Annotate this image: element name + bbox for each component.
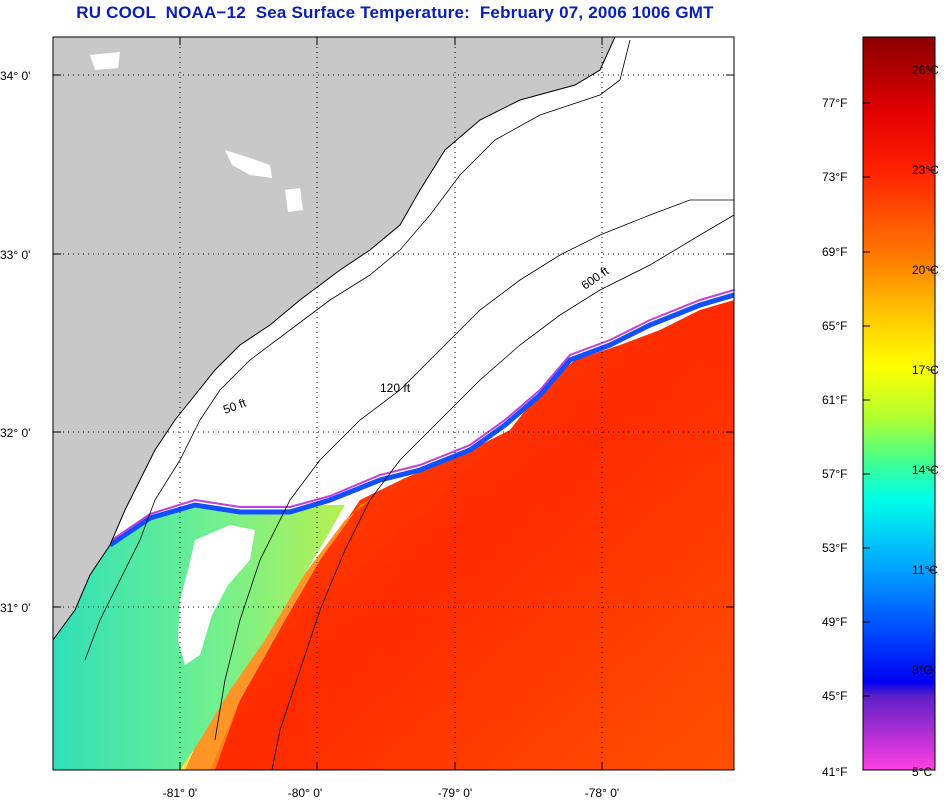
- map-title: RU COOL NOAA−12 Sea Surface Temperature:…: [76, 3, 714, 22]
- colorbar-c-label: 23°C: [912, 163, 939, 177]
- colorbar-ticks: [863, 69, 935, 697]
- longitude-label: -80° 0': [288, 786, 322, 800]
- latitude-label: 32° 0': [0, 426, 30, 440]
- colorbar-c-label: 11°C: [912, 563, 938, 577]
- colorbar-c-label: 17°C: [912, 363, 939, 377]
- colorbar-f-label: 61°F: [822, 393, 847, 407]
- land-cloud-patch: [90, 52, 120, 70]
- colorbar-gradient: [862, 36, 936, 771]
- purple-fringe: [111, 289, 734, 541]
- longitude-label: -78° 0': [585, 786, 619, 800]
- cold-fringe: [108, 292, 734, 548]
- colorbar-f-label: 77°F: [822, 96, 847, 110]
- frame-ticks: [53, 37, 734, 770]
- colorbar-c-label: 26°C: [912, 63, 939, 77]
- map-panel: 50 ft 120 ft 600 ft: [53, 37, 734, 770]
- cloud-patch: [178, 525, 255, 665]
- grid-lines: [53, 37, 734, 770]
- longitude-label: -81° 0': [163, 786, 197, 800]
- transition-water: [185, 500, 370, 770]
- colorbar-c-label: 8°C: [912, 663, 932, 677]
- colorbar-c-label: 14°C: [912, 463, 939, 477]
- colorbar: 77°F 73°F 69°F 65°F 61°F 57°F 53°F 49°F …: [822, 36, 939, 779]
- colorbar-c-label: 20°C: [912, 263, 939, 277]
- colorbar-f-label: 65°F: [822, 319, 847, 333]
- contour-50ft: [84, 39, 631, 661]
- land-cloud-patch: [225, 150, 272, 178]
- colorbar-f-label: 57°F: [822, 467, 847, 481]
- colorbar-f-label: 41°F: [822, 765, 847, 779]
- longitude-label: -79° 0': [438, 786, 472, 800]
- contour-600ft: [271, 214, 734, 770]
- colorbar-f-label: 73°F: [822, 170, 847, 184]
- latitude-label: 34° 0': [0, 69, 30, 83]
- colorbar-c-label: 5°C: [912, 765, 932, 779]
- contour-120ft: [214, 199, 734, 741]
- latitude-label: 33° 0': [0, 248, 30, 262]
- contour-label: 120 ft: [380, 381, 411, 395]
- map-frame: [52, 36, 735, 771]
- land-region: [53, 37, 615, 640]
- colorbar-f-label: 49°F: [822, 615, 847, 629]
- colorbar-f-label: 69°F: [822, 245, 847, 259]
- land-cloud-patch: [285, 188, 303, 212]
- coastline: [53, 37, 616, 641]
- latitude-label: 31° 0': [0, 601, 30, 615]
- colorbar-f-label: 53°F: [822, 541, 847, 555]
- warm-water-region: [210, 300, 734, 770]
- colorbar-f-label: 45°F: [822, 689, 847, 703]
